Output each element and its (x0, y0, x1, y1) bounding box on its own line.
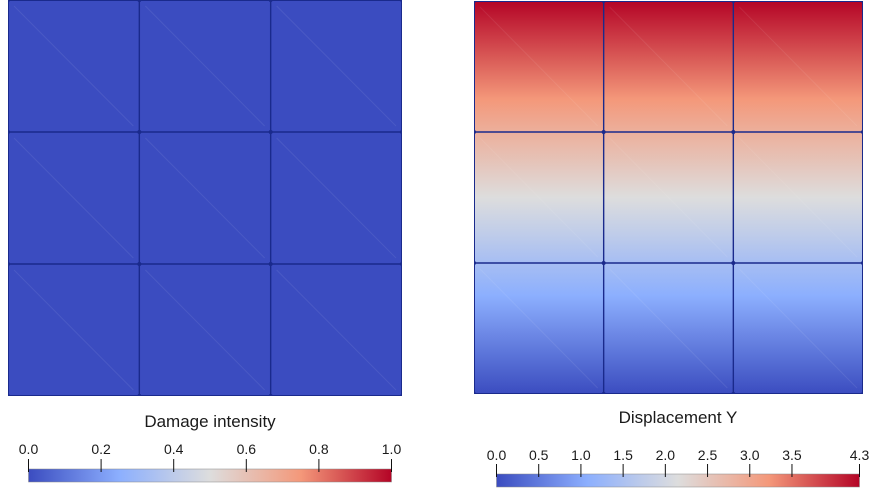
colorbar-tick-label: 1.5 (613, 447, 633, 463)
colorbar-tick-label: 0.4 (163, 441, 184, 457)
damage-panel: Damage intensity 0.0 0.2 0.4 0.6 0.8 1.0 (0, 0, 420, 491)
mesh-node (268, 130, 273, 134)
mesh-diagonal (738, 268, 858, 389)
mesh-border (474, 1, 863, 394)
field-surface (474, 1, 863, 394)
mesh-diagonal (144, 5, 266, 127)
displacement-colorbar (496, 464, 860, 488)
field-surface (8, 0, 402, 396)
mesh-node (731, 130, 736, 134)
mesh-diagonal (479, 268, 599, 389)
mesh-border (8, 0, 402, 396)
mesh-node (268, 262, 273, 266)
mesh-diagonal (13, 5, 134, 127)
mesh-node (137, 130, 142, 134)
damage-mesh-plot (8, 0, 402, 396)
colorbar-tick-label: 2.0 (655, 447, 676, 463)
mesh-diagonal (276, 269, 397, 391)
displacement-colorbar-ticks: 0.0 0.5 1.0 1.5 2.0 2.5 3.0 3.5 4.3 (487, 447, 869, 465)
displacement-panel: Displacement Y 0.0 0.5 1.0 1.5 2.0 2.5 3.0 3.5 4… (440, 0, 869, 491)
mesh-diagonal (609, 6, 728, 127)
colorbar-tick-label: 0.6 (236, 441, 257, 457)
displacement-colorbar-title: Displacement Y (618, 408, 738, 427)
colorbar-gradient (496, 473, 860, 488)
colorbar-tick-label: 1.0 (571, 447, 591, 463)
colorbar-tick-label: 1.0 (381, 441, 402, 457)
colorbar-tick-label: 0.8 (309, 441, 329, 457)
colorbar-tick-label: 3.5 (782, 447, 802, 463)
mesh-node (731, 261, 736, 265)
mesh-node (137, 262, 142, 266)
colorbar-tick-label: 0.0 (486, 447, 507, 463)
mesh-diagonal (276, 137, 397, 259)
mesh-diagonal (276, 5, 397, 127)
colorbar-tick-label: 3.0 (740, 447, 760, 463)
mesh-node (601, 261, 606, 265)
mesh-diagonal (609, 268, 728, 389)
mesh-diagonal (13, 269, 134, 391)
colorbar-tick-label: 2.5 (697, 447, 718, 463)
colorbar-tick-label: 0.5 (528, 447, 549, 463)
mesh-node (601, 130, 606, 134)
mesh-diagonal (13, 137, 134, 259)
mesh-diagonal (144, 269, 266, 391)
damage-colorbar (28, 459, 392, 483)
mesh-diagonal (479, 137, 599, 258)
mesh-diagonal (144, 137, 266, 259)
mesh-diagonal (609, 137, 728, 258)
displacement-mesh-plot (474, 1, 863, 394)
damage-colorbar-title: Damage intensity (144, 412, 276, 431)
mesh-diagonal (738, 137, 858, 258)
colorbar-gradient (28, 468, 392, 483)
damage-colorbar-ticks: 0.0 0.2 0.4 0.6 0.8 1.0 (19, 441, 401, 459)
colorbar-tick-label: 4.3 (849, 447, 869, 463)
mesh-diagonal (479, 6, 599, 127)
mesh-diagonal (738, 6, 858, 127)
colorbar-tick-label: 0.0 (18, 441, 39, 457)
colorbar-tick-label: 0.2 (91, 441, 111, 457)
